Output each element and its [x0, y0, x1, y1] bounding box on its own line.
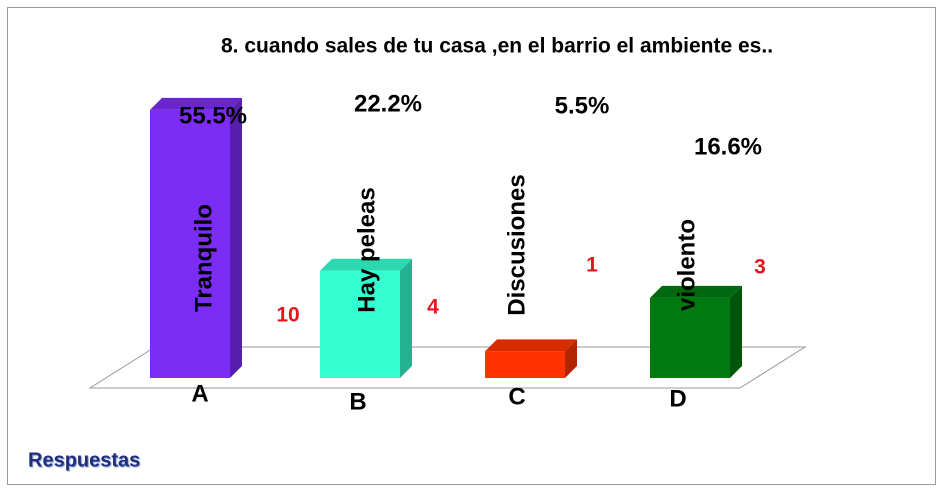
- floor: [88, 346, 807, 389]
- bar-name: Discusiones: [503, 174, 530, 315]
- x-axis-label: Respuestas: [28, 449, 140, 471]
- bar-front: [485, 351, 565, 378]
- bar-front: [650, 297, 730, 378]
- bar-name: Hay peleas: [353, 187, 380, 312]
- bar-top: [150, 97, 242, 110]
- x-tick-label: A: [191, 380, 208, 407]
- value-label: 16.6%: [694, 133, 762, 160]
- x-tick-label: D: [669, 385, 686, 412]
- bar: [150, 97, 242, 378]
- count-label: 3: [754, 256, 766, 279]
- frame: [7, 7, 936, 485]
- value-label: 22.2%: [354, 90, 422, 117]
- bar: [485, 339, 577, 378]
- bar: [650, 285, 742, 378]
- bar: [320, 258, 412, 378]
- count-label: 4: [427, 296, 439, 319]
- bar-name: Tranquilo: [190, 204, 217, 312]
- value-label: 55.5%: [179, 102, 247, 129]
- bar-top: [485, 339, 577, 352]
- chart-title: 8. cuando sales de tu casa ,en el barrio…: [221, 35, 773, 58]
- bar-front: [150, 109, 230, 378]
- bar-side: [565, 339, 577, 378]
- bar-top: [650, 285, 742, 298]
- bar-side: [400, 258, 412, 378]
- bar-name: violento: [673, 219, 700, 311]
- bar-top: [320, 258, 412, 271]
- bar-side: [230, 97, 242, 378]
- count-label: 10: [276, 304, 299, 327]
- x-tick-label: C: [508, 383, 525, 410]
- count-label: 1: [586, 254, 598, 277]
- bar-side: [730, 285, 742, 378]
- value-label: 5.5%: [555, 92, 610, 119]
- x-tick-label: B: [349, 388, 366, 415]
- bar-front: [320, 270, 400, 378]
